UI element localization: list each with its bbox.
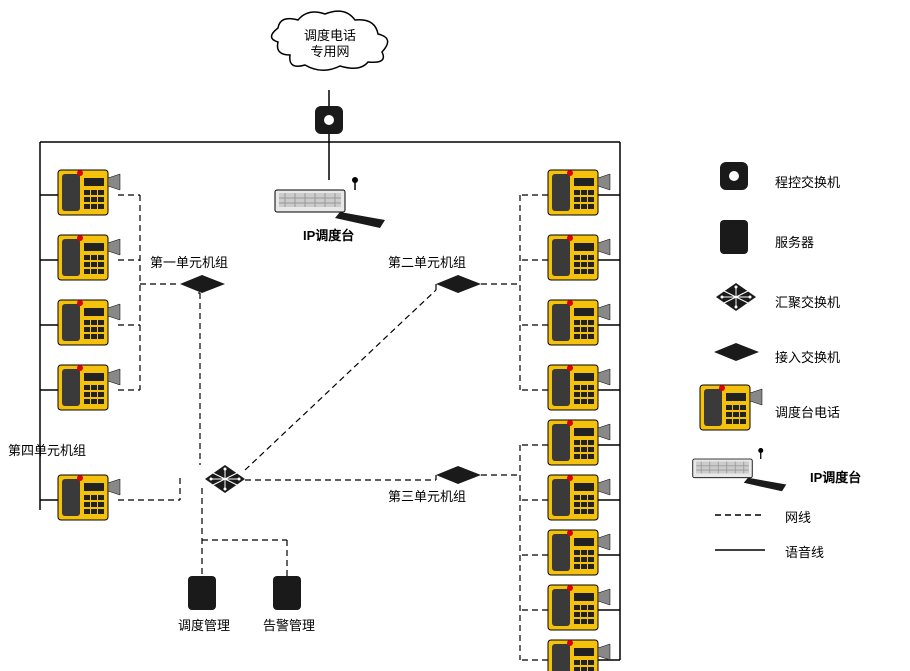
phone-icon (548, 585, 610, 630)
unit3-label: 第三单元机组 (388, 486, 466, 505)
legend-phone-icon (700, 385, 762, 430)
legend-coresw-icon (716, 283, 756, 311)
legend-accsw-label: 接入交换机 (775, 347, 840, 366)
phone-icon (58, 300, 120, 345)
phone-icon (548, 300, 610, 345)
legend-console-label: IP调度台 (810, 467, 861, 486)
console-label: IP调度台 (303, 225, 354, 244)
phone-icon (548, 365, 610, 410)
legend-pbx-icon (720, 162, 748, 190)
server-icon (188, 576, 216, 610)
legend-solid-label: 语音线 (785, 542, 824, 561)
core-switch-icon (205, 465, 245, 493)
phone-icon (548, 170, 610, 215)
diagram-canvas: 调度电话专用网 IP调度台 第一单元机组 第二单元机组 第三单元机组 第四单元机… (0, 0, 910, 671)
legend-phone-label: 调度台电话 (775, 402, 840, 421)
access-switch-icon (436, 466, 481, 484)
legend-accsw-icon (714, 343, 759, 361)
unit4-label: 第四单元机组 (8, 440, 86, 459)
phone-icon (548, 475, 610, 520)
unit1-label: 第一单元机组 (150, 252, 228, 271)
console-icon (275, 177, 385, 228)
connections-layer (0, 0, 910, 671)
legend-server-label: 服务器 (775, 232, 814, 251)
legend-pbx-label: 程控交换机 (775, 172, 840, 191)
phone-icon (58, 365, 120, 410)
legend-coresw-label: 汇聚交换机 (775, 292, 840, 311)
pbx-icon (315, 106, 343, 134)
phone-icon (548, 235, 610, 280)
legend-server-icon (720, 220, 748, 254)
unit2-label: 第二单元机组 (388, 252, 466, 271)
legend-dashed-label: 网线 (785, 507, 811, 526)
alarm-mgmt-label: 告警管理 (263, 615, 315, 634)
server-icon (273, 576, 301, 610)
dispatch-mgmt-label: 调度管理 (178, 615, 230, 634)
phone-icon (548, 420, 610, 465)
phone-icon (548, 530, 610, 575)
cloud-label: 调度电话专用网 (304, 28, 356, 59)
legend-console-icon (693, 448, 787, 491)
access-switch-icon (180, 275, 225, 293)
phone-icon (58, 170, 120, 215)
access-switch-icon (436, 275, 481, 293)
phone-icon (58, 235, 120, 280)
phone-icon (548, 640, 610, 671)
phone-icon (58, 475, 120, 520)
